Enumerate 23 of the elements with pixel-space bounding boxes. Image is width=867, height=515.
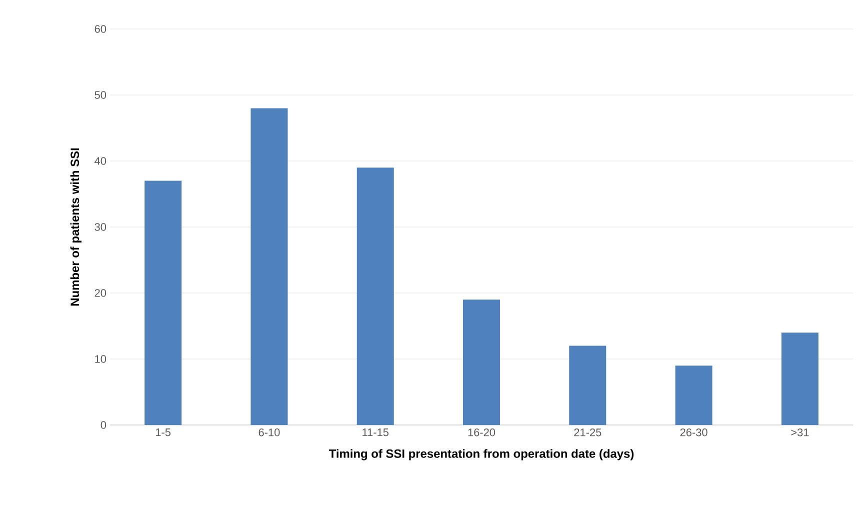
x-axis-title: Timing of SSI presentation from operation date (days) [328, 449, 634, 460]
y-tick-label: 30 [94, 223, 106, 231]
x-tick-label: 11-15 [362, 428, 388, 436]
x-tick-label: 21-25 [574, 428, 602, 436]
bar [569, 346, 606, 425]
y-tick-label: 50 [94, 91, 106, 99]
y-tick-label: 20 [94, 289, 106, 297]
y-axis-title: Number of patients with SSI [70, 148, 82, 306]
bar [356, 168, 394, 425]
bar [781, 332, 818, 425]
y-tick-label: 60 [94, 25, 106, 33]
y-tick-label: 0 [100, 421, 106, 429]
x-tick-label: 16-20 [468, 428, 496, 436]
y-tick-label: 40 [94, 157, 106, 165]
x-tick-label: >31 [791, 428, 809, 436]
bar [463, 300, 500, 425]
bar [250, 108, 288, 425]
bar [144, 180, 182, 425]
x-tick-label: 26-30 [680, 428, 708, 436]
x-tick-label: 1-5 [156, 428, 171, 436]
bar [675, 366, 712, 425]
x-tick-label: 6-10 [258, 428, 280, 436]
y-tick-label: 10 [95, 355, 106, 363]
